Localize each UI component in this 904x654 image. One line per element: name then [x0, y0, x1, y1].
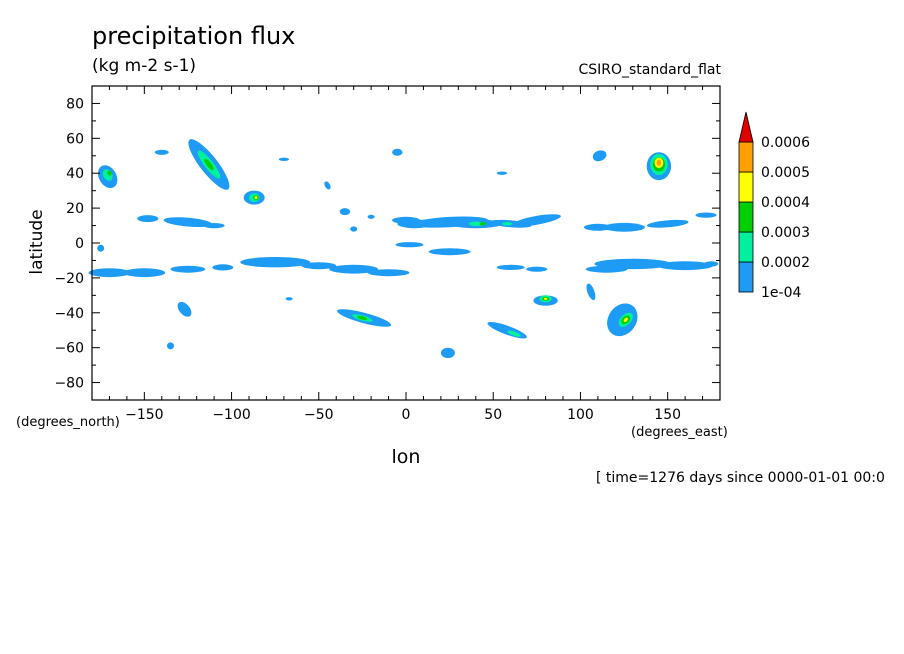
precip-contour — [203, 223, 225, 229]
colorbar-label: 0.0005 — [761, 165, 810, 181]
precip-contour — [646, 219, 689, 228]
precip-contour — [107, 170, 112, 176]
colorbar-swatch — [738, 201, 754, 233]
axis-ticks: −150 −100 −50 0 50 100 150 80 60 40 20 0 −20 −40 −60 −8… — [54, 86, 720, 423]
precip-contour — [240, 257, 311, 268]
precip-contour — [507, 330, 521, 337]
precip-contour — [479, 222, 486, 226]
precip-contour — [586, 283, 596, 301]
precip-contour — [324, 181, 331, 190]
chart-title: precipitation flux — [92, 22, 296, 50]
precip-contour — [367, 214, 375, 219]
precip-contour — [704, 261, 719, 267]
x-tick-label: 50 — [484, 407, 502, 423]
precip-contour — [301, 262, 337, 270]
x-tick-label: 100 — [567, 407, 594, 423]
precipitation-field — [88, 139, 719, 359]
precip-contour — [339, 208, 351, 216]
precip-contour — [278, 157, 290, 161]
chart-units: (kg m-2 s-1) — [92, 56, 197, 76]
y-tick-label: 60 — [66, 131, 84, 147]
precip-contour — [512, 214, 561, 227]
precip-contour — [592, 150, 607, 162]
precip-contour — [502, 222, 513, 226]
y-tick-label: −40 — [54, 306, 84, 322]
colorbar-swatch — [738, 261, 754, 293]
precip-contour — [88, 268, 131, 278]
precip-contour — [163, 217, 213, 227]
time-annotation: [ time=1276 days since 0000-01-01 00:0 — [596, 470, 885, 486]
y-axis-units: (degrees_north) — [16, 415, 120, 430]
precip-contour — [657, 261, 713, 271]
y-tick-label: −60 — [54, 341, 84, 357]
precip-contour — [254, 196, 258, 200]
precip-contour — [350, 226, 358, 232]
colorbar-swatch — [738, 231, 754, 263]
precip-contour — [329, 264, 379, 274]
precip-contour — [543, 297, 548, 300]
precip-contour — [167, 342, 174, 350]
y-tick-label: 40 — [66, 166, 84, 182]
precip-contour — [212, 264, 234, 271]
y-tick-label: 80 — [66, 96, 84, 112]
precip-contour — [395, 242, 424, 248]
precip-contour — [695, 212, 717, 218]
x-tick-label: 150 — [654, 407, 681, 423]
precip-contour — [468, 221, 483, 227]
x-tick-label: −50 — [304, 407, 334, 423]
precip-contour — [285, 297, 293, 301]
precip-contour — [603, 222, 645, 232]
x-tick-label: 0 — [402, 407, 411, 423]
colorbar-label: 0.0003 — [761, 225, 810, 241]
precip-contour — [526, 266, 548, 272]
colorbar-label: 1e-04 — [761, 285, 801, 301]
precip-contour — [623, 317, 628, 322]
precip-contour — [428, 248, 471, 256]
x-axis-units: (degrees_east) — [631, 425, 728, 440]
x-axis-title: lon — [391, 446, 421, 468]
precip-contour — [170, 265, 206, 273]
colorbar-label: 0.0002 — [761, 255, 810, 271]
x-tick-label: −100 — [212, 407, 250, 423]
y-tick-label: −80 — [54, 376, 84, 392]
colorbar-overflow-triangle — [738, 111, 754, 143]
y-tick-label: 20 — [66, 201, 84, 217]
precip-contour — [656, 159, 662, 166]
colorbar-label: 0.0004 — [761, 195, 810, 211]
precip-contour — [97, 244, 105, 252]
precip-contour — [392, 148, 403, 156]
precip-contour — [440, 347, 455, 359]
colorbar-swatch — [738, 171, 754, 203]
precip-contour — [585, 265, 628, 273]
precip-contour — [496, 264, 525, 270]
precip-contour — [204, 158, 214, 171]
precip-contour — [177, 301, 192, 317]
colorbar: 1e-04 0.0002 0.0003 0.0004 0.0005 0.0006 — [738, 111, 810, 301]
precip-contour — [123, 268, 166, 278]
color-scheme-label: CSIRO_standard_flat — [578, 62, 721, 78]
y-tick-label: 0 — [75, 236, 84, 252]
precip-contour — [154, 149, 169, 155]
x-tick-label: −150 — [125, 407, 163, 423]
colorbar-label: 0.0006 — [761, 135, 810, 151]
precip-contour — [367, 269, 410, 277]
precip-contour — [583, 223, 612, 231]
precip-contour — [496, 171, 508, 175]
precip-contour — [487, 321, 527, 339]
precip-contour — [357, 315, 368, 321]
y-tick-label: −20 — [54, 271, 84, 287]
precip-contour — [137, 215, 159, 223]
colorbar-swatch — [738, 141, 754, 173]
